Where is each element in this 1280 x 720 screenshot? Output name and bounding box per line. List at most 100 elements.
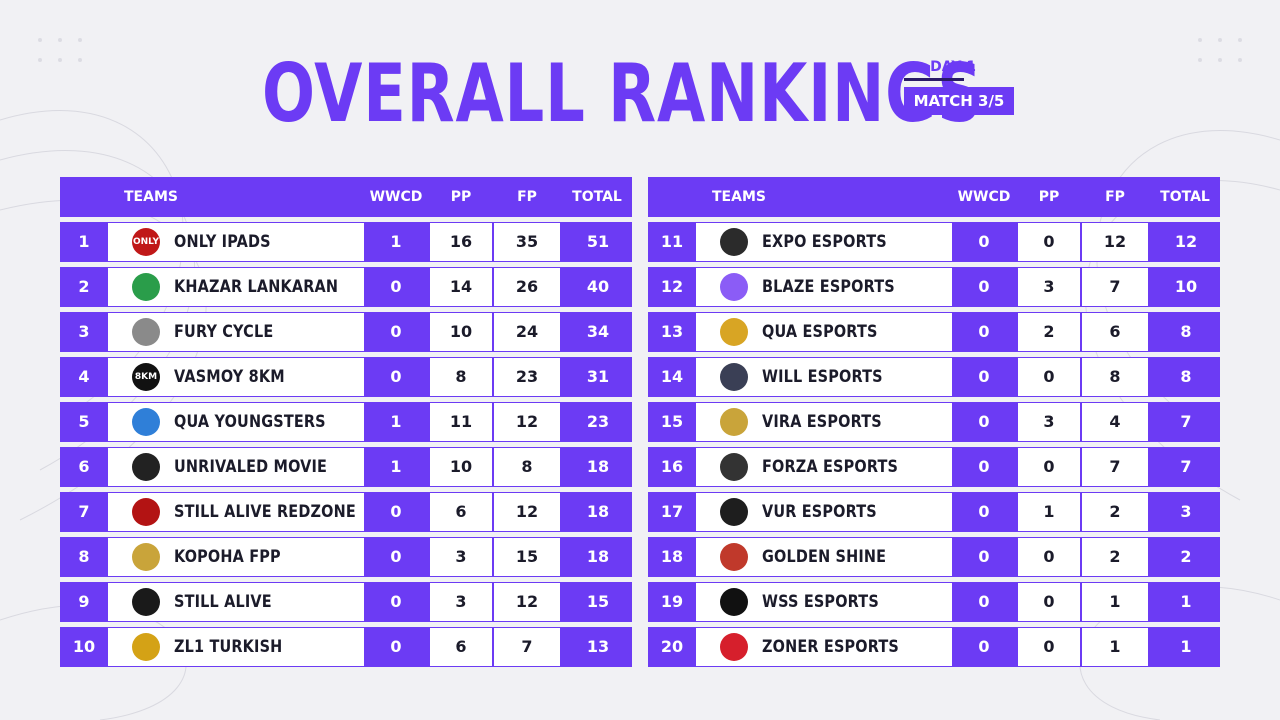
pp-cell: 8 — [430, 358, 492, 396]
wwcd-cell: 1 — [390, 232, 402, 251]
golden-shine-logo-icon — [720, 543, 748, 571]
total-cell: 18 — [586, 547, 610, 566]
team-name: EXPO ESPORTS — [762, 232, 887, 252]
forza-esports-logo-icon — [720, 453, 748, 481]
table-row: 2 KHAZAR LANKARAN 0 14 26 40 — [60, 267, 632, 307]
total-cell: 18 — [586, 457, 610, 476]
table-row: 7 STILL ALIVE REDZONE 0 6 12 18 — [60, 492, 632, 532]
fp-cell: 26 — [494, 268, 560, 306]
wss-esports-logo-icon — [720, 588, 748, 616]
fp-cell: 12 — [494, 583, 560, 621]
wwcd-cell: 0 — [978, 592, 990, 611]
fp-cell: 12 — [494, 493, 560, 531]
table-header: TEAMS WWCD PP FP TOTAL — [648, 177, 1220, 217]
pp-cell: 0 — [1018, 223, 1080, 261]
total-cell: 34 — [586, 322, 610, 341]
wwcd-cell: 0 — [390, 502, 402, 521]
table-row: 18 GOLDEN SHINE 0 0 2 2 — [648, 537, 1220, 577]
table-row: 16 FORZA ESPORTS 0 0 7 7 — [648, 447, 1220, 487]
rank-cell: 9 — [78, 592, 90, 611]
team-name: VASMOY 8KM — [174, 367, 285, 387]
team-cell: FURY CYCLE — [108, 313, 364, 351]
wwcd-cell: 1 — [390, 412, 402, 431]
expo-esports-logo-icon — [720, 228, 748, 256]
wwcd-cell: 0 — [978, 502, 990, 521]
wwcd-cell: 0 — [978, 322, 990, 341]
day-label: DAY 1 — [930, 59, 976, 75]
fp-cell: 12 — [494, 403, 560, 441]
pp-cell: 16 — [430, 223, 492, 261]
total-cell: 18 — [586, 502, 610, 521]
wwcd-cell: 0 — [390, 592, 402, 611]
table-row: 15 VIRA ESPORTS 0 3 4 7 — [648, 402, 1220, 442]
rank-cell: 14 — [660, 367, 684, 386]
fp-cell: 12 — [1082, 223, 1148, 261]
khazar-lankaran-logo-icon — [132, 273, 160, 301]
rank-cell: 5 — [78, 412, 90, 431]
fp-cell: 7 — [1082, 268, 1148, 306]
rank-cell: 7 — [78, 502, 90, 521]
rank-cell: 8 — [78, 547, 90, 566]
header-wwcd: WWCD — [957, 189, 1011, 205]
pp-cell: 3 — [430, 583, 492, 621]
total-cell: 40 — [586, 277, 610, 296]
team-cell: QUA YOUNGSTERS — [108, 403, 364, 441]
team-name: QUA ESPORTS — [762, 322, 878, 342]
rank-cell: 3 — [78, 322, 90, 341]
fp-cell: 8 — [1082, 358, 1148, 396]
table-row: 9 STILL ALIVE 0 3 12 15 — [60, 582, 632, 622]
header-pp: PP — [1038, 189, 1060, 205]
team-name: FURY CYCLE — [174, 322, 274, 342]
total-cell: 23 — [586, 412, 610, 431]
team-cell: KOPOHA FPP — [108, 538, 364, 576]
fp-cell: 4 — [1082, 403, 1148, 441]
fp-cell: 15 — [494, 538, 560, 576]
team-cell: STILL ALIVE REDZONE — [108, 493, 364, 531]
fp-cell: 1 — [1082, 583, 1148, 621]
wwcd-cell: 0 — [978, 367, 990, 386]
pp-cell: 11 — [430, 403, 492, 441]
rank-cell: 10 — [72, 637, 96, 656]
team-name: ZONER ESPORTS — [762, 637, 899, 657]
rank-cell: 20 — [660, 637, 684, 656]
rank-cell: 13 — [660, 322, 684, 341]
table-row: 20 ZONER ESPORTS 0 0 1 1 — [648, 627, 1220, 667]
team-cell: VIRA ESPORTS — [696, 403, 952, 441]
page-title: OVERALL RANKINGS — [262, 47, 983, 140]
pp-cell: 2 — [1018, 313, 1080, 351]
wwcd-cell: 0 — [978, 232, 990, 251]
table-row: 14 WILL ESPORTS 0 0 8 8 — [648, 357, 1220, 397]
team-cell: ONLY ONLY IPADS — [108, 223, 364, 261]
team-cell: VUR ESPORTS — [696, 493, 952, 531]
team-cell: UNRIVALED MOVIE — [108, 448, 364, 486]
table-row: 12 BLAZE ESPORTS 0 3 7 10 — [648, 267, 1220, 307]
team-name: WSS ESPORTS — [762, 592, 879, 612]
pp-cell: 10 — [430, 313, 492, 351]
table-row: 17 VUR ESPORTS 0 1 2 3 — [648, 492, 1220, 532]
rankings-table-left: TEAMS WWCD PP FP TOTAL 1 ONLY ONLY IPADS 1 1… — [60, 177, 632, 667]
pp-cell: 3 — [1018, 403, 1080, 441]
vira-esports-logo-icon — [720, 408, 748, 436]
total-cell: 2 — [1180, 547, 1192, 566]
total-cell: 1 — [1180, 637, 1192, 656]
wwcd-cell: 0 — [390, 367, 402, 386]
header-wwcd: WWCD — [369, 189, 423, 205]
team-cell: EXPO ESPORTS — [696, 223, 952, 261]
team-name: ONLY IPADS — [174, 232, 271, 252]
team-cell: GOLDEN SHINE — [696, 538, 952, 576]
total-cell: 3 — [1180, 502, 1192, 521]
match-badge: MATCH 3/5 — [904, 87, 1014, 115]
table-row: 1 ONLY ONLY IPADS 1 16 35 51 — [60, 222, 632, 262]
team-name: UNRIVALED MOVIE — [174, 457, 328, 477]
total-cell: 12 — [1174, 232, 1198, 251]
header-pp: PP — [450, 189, 472, 205]
table-row: 8 KOPOHA FPP 0 3 15 18 — [60, 537, 632, 577]
rank-cell: 16 — [660, 457, 684, 476]
wwcd-cell: 0 — [978, 637, 990, 656]
rank-cell: 6 — [78, 457, 90, 476]
vasmoy-8km-logo-icon: 8KM — [132, 363, 160, 391]
total-cell: 31 — [586, 367, 610, 386]
fp-cell: 7 — [1082, 448, 1148, 486]
rank-cell: 17 — [660, 502, 684, 521]
